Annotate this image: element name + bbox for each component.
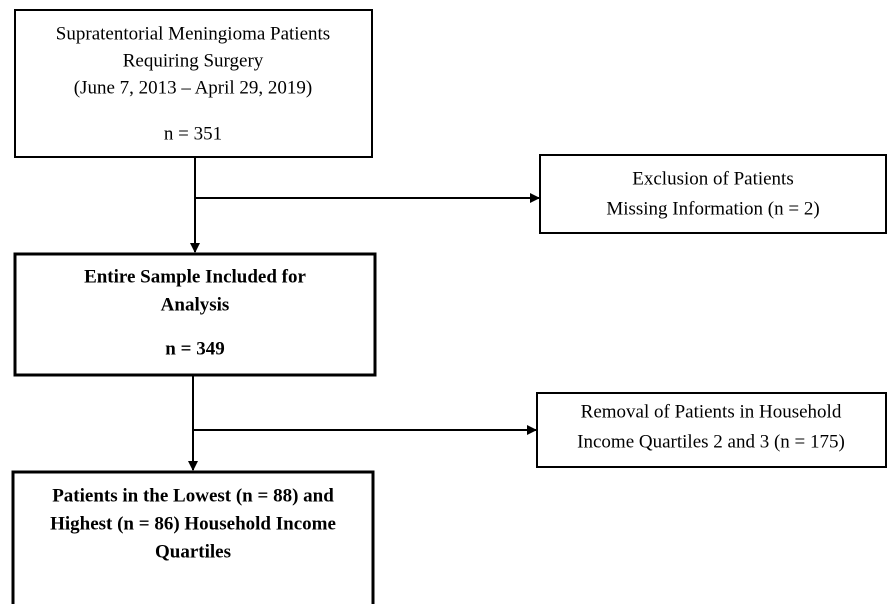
box-text: Income Quartiles 2 and 3 (n = 175) [577, 431, 845, 452]
box-text: Highest (n = 86) Household Income [50, 513, 336, 534]
box-text: Missing Information (n = 2) [606, 198, 819, 219]
box [11, 470, 375, 604]
box-text: Entire Sample Included for [84, 266, 306, 287]
box-text: Supratentorial Meningioma Patients [56, 23, 330, 44]
box-text: n = 351 [164, 123, 222, 144]
box [536, 392, 887, 468]
box-text: Quartiles [155, 541, 231, 562]
box-text: Patients in the Lowest (n = 88) and [52, 485, 334, 506]
box [14, 9, 373, 158]
box-text: n = 349 [165, 338, 224, 359]
box-text: Removal of Patients in Household [581, 401, 842, 422]
box-text: Analysis [161, 294, 230, 315]
box-text: Exclusion of Patients [632, 168, 793, 189]
box [13, 252, 377, 377]
box [539, 154, 887, 234]
box-text: (June 7, 2013 – April 29, 2019) [74, 77, 313, 98]
box-text: Requiring Surgery [123, 50, 264, 71]
